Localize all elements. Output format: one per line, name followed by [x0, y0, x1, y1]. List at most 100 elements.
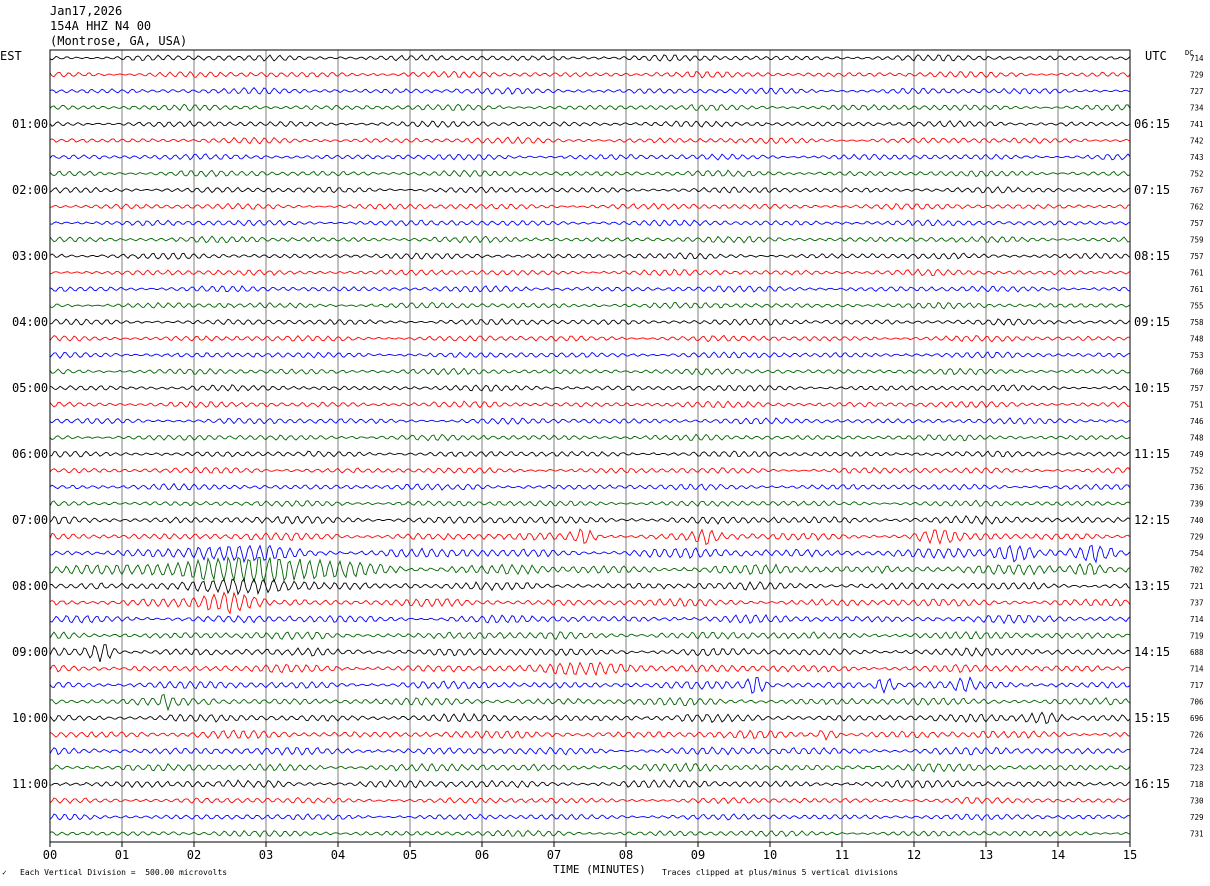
right-hour-labels: 06:15 07:15 08:15 09:15 10:15 11:15 12:15 13:15…	[1134, 117, 1170, 791]
seismic-trace	[49, 779, 1131, 789]
dc-offset-value: 731	[1190, 830, 1204, 839]
dc-offset-value: 752	[1190, 467, 1204, 476]
dc-offset-value: 752	[1190, 170, 1204, 179]
plot-border	[49, 49, 1131, 843]
dc-offset-value: 760	[1190, 368, 1204, 377]
seismic-trace	[49, 694, 1131, 712]
dc-offset-value: 739	[1190, 500, 1204, 509]
seismic-trace	[49, 384, 1131, 392]
dc-offset-value: 730	[1190, 797, 1204, 806]
left-timezone-label: EST	[0, 49, 22, 63]
seismic-trace	[49, 202, 1131, 211]
seismic-trace	[49, 252, 1131, 260]
seismic-trace	[49, 153, 1131, 161]
x-tick-label: 12	[907, 848, 921, 862]
seismic-trace	[49, 591, 1131, 615]
x-tick-label: 00	[43, 848, 57, 862]
dc-offset-value: 751	[1190, 401, 1204, 410]
dc-offset-value: 714	[1190, 54, 1204, 63]
seismic-trace	[49, 466, 1131, 474]
seismic-trace	[49, 528, 1131, 546]
seismic-trace	[49, 235, 1131, 244]
dc-offset-value: 721	[1190, 582, 1204, 591]
seismic-trace	[49, 367, 1131, 376]
dc-offset-value: 762	[1190, 203, 1204, 212]
x-tick-label: 07	[547, 848, 561, 862]
dc-offset-value: 761	[1190, 285, 1204, 294]
plot-frame	[49, 49, 1131, 843]
dc-offset-value: 737	[1190, 599, 1204, 608]
dc-offset-value: 767	[1190, 186, 1204, 195]
right-hour-label: 07:15	[1134, 183, 1170, 197]
x-tick-label: 05	[403, 848, 417, 862]
dc-offset-value: 741	[1190, 120, 1204, 129]
dc-offset-value: 754	[1190, 549, 1204, 558]
seismic-trace	[49, 87, 1131, 95]
dc-offset-value: 736	[1190, 483, 1204, 492]
right-hour-label: 12:15	[1134, 513, 1170, 527]
left-hour-label: 10:00	[12, 711, 48, 725]
dc-offset-value: 757	[1190, 384, 1204, 393]
left-hour-label: 05:00	[12, 381, 48, 395]
seismic-trace	[49, 334, 1131, 343]
right-hour-label: 08:15	[1134, 249, 1170, 263]
seismic-traces	[49, 54, 1131, 838]
dc-offset-value: 748	[1190, 335, 1204, 344]
seismic-trace	[49, 482, 1131, 491]
dc-offset-value: 757	[1190, 252, 1204, 261]
dc-offset-value: 729	[1190, 533, 1204, 542]
dc-offset-value: 753	[1190, 351, 1204, 360]
clip-note: Traces clipped at plus/minus 5 vertical …	[662, 868, 899, 877]
dc-offset-value: 719	[1190, 632, 1204, 641]
seismic-trace	[49, 186, 1131, 194]
left-hour-label: 11:00	[12, 777, 48, 791]
seismic-trace	[49, 555, 1131, 584]
seismic-trace	[49, 70, 1131, 79]
x-tick-label: 09	[691, 848, 705, 862]
seismic-trace	[49, 136, 1131, 145]
seismic-trace	[49, 676, 1131, 694]
x-tick-label: 03	[259, 848, 273, 862]
seismic-trace	[49, 614, 1131, 625]
seismic-trace	[49, 285, 1131, 293]
dc-offset-value: 702	[1190, 566, 1204, 575]
seismic-trace	[49, 729, 1131, 741]
x-tick-label: 04	[331, 848, 345, 862]
left-hour-label: 07:00	[12, 513, 48, 527]
seismic-trace	[49, 578, 1131, 596]
seismic-trace	[49, 544, 1131, 564]
seismic-trace	[49, 450, 1131, 458]
x-tick-label: 10	[763, 848, 777, 862]
station-location: (Montrose, GA, USA)	[50, 34, 188, 48]
dc-offset-value: 729	[1190, 71, 1204, 80]
seismic-trace	[49, 630, 1131, 641]
seismic-trace	[49, 433, 1131, 442]
dc-offset-value: 758	[1190, 318, 1204, 327]
x-tick-label: 01	[115, 848, 129, 862]
right-hour-label: 09:15	[1134, 315, 1170, 329]
dc-offset-value: 759	[1190, 236, 1204, 245]
dc-offset-value: 749	[1190, 450, 1204, 459]
left-hour-label: 03:00	[12, 249, 48, 263]
dc-offset-labels: 714 729 727 734 741 742 743 752 767 762 757 759 757 7…	[1190, 54, 1204, 839]
dc-offset-value: 743	[1190, 153, 1204, 162]
dc-offset-value: 726	[1190, 731, 1204, 740]
seismic-trace	[49, 644, 1131, 663]
dc-offset-value: 724	[1190, 747, 1204, 756]
dc-offset-value: 729	[1190, 813, 1204, 822]
right-hour-label: 13:15	[1134, 579, 1170, 593]
seismic-trace	[49, 499, 1131, 508]
seismic-trace	[49, 219, 1131, 227]
corner-mark: ✓	[2, 868, 7, 877]
x-tick-label: 15	[1123, 848, 1137, 862]
seismic-trace	[49, 351, 1131, 360]
dc-offset-value: 723	[1190, 764, 1204, 773]
right-hour-label: 15:15	[1134, 711, 1170, 725]
dc-label: DC	[1185, 49, 1194, 57]
right-hour-label: 10:15	[1134, 381, 1170, 395]
right-timezone-label: UTC	[1145, 49, 1167, 63]
dc-offset-value: 706	[1190, 698, 1204, 707]
dc-offset-value: 734	[1190, 104, 1204, 113]
seismic-trace	[49, 103, 1131, 112]
